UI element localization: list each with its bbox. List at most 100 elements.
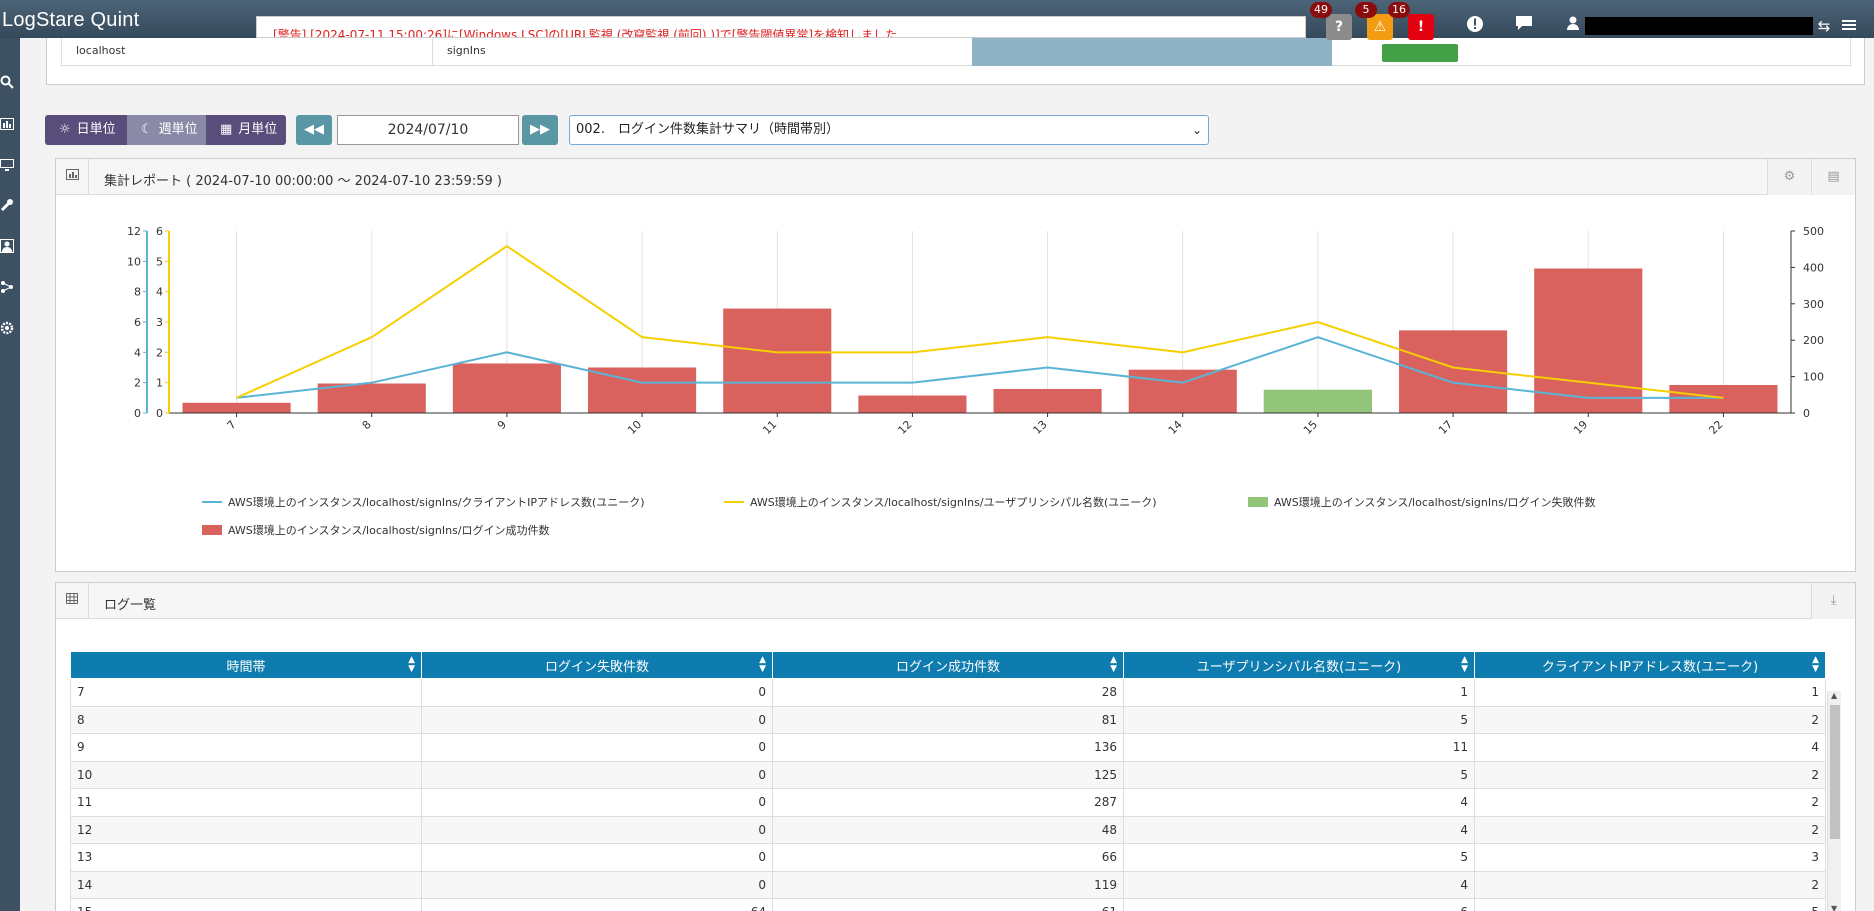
table-row[interactable]: 11 0 287 4 2 — [70, 788, 1826, 817]
table-cell: 64 — [421, 898, 773, 911]
date-input[interactable]: 2024/07/10 — [337, 115, 519, 145]
table-cell: 14 — [70, 870, 422, 899]
table-icon — [66, 593, 78, 607]
user-icon[interactable] — [1562, 15, 1584, 37]
bar-login-success — [858, 395, 967, 413]
account-icon[interactable] — [0, 238, 14, 260]
sort-icon: ▲ ▼ — [1461, 655, 1468, 674]
table-row[interactable]: 15646165 — [70, 898, 1826, 911]
column-header-time[interactable]: 時間帯 ▲ ▼ — [70, 651, 422, 679]
table-row[interactable]: 13 0 66 5 3 — [70, 843, 1826, 872]
legend-item-login-failure[interactable]: AWS環境上のインスタンス/localhost/signIns/ログイン失敗件数 — [1248, 494, 1596, 510]
table-row[interactable]: 10 0 125 5 2 — [70, 760, 1826, 789]
alert-ticker-text: [警告] [2024-07-11 15:00:26]に[Windows LSC]… — [273, 28, 898, 38]
x-tick-label: 8 — [360, 418, 374, 432]
search-icon[interactable] — [0, 74, 14, 96]
table-cell: 12 — [70, 815, 422, 844]
table-scrollbar[interactable]: ▲ ▼ — [1827, 691, 1841, 911]
legend-item-login-success[interactable]: AWS環境上のインスタンス/localhost/signIns/ログイン成功件数 — [202, 522, 550, 538]
wrench-icon[interactable] — [0, 197, 14, 219]
scroll-down-icon[interactable]: ▼ — [1831, 904, 1838, 911]
app-title[interactable]: LogStare Quint — [2, 9, 140, 31]
pdf-icon: ▤ — [1827, 169, 1840, 184]
table-cell: 61 — [772, 898, 1124, 911]
day-unit-button[interactable]: ☼ 日単位 — [45, 115, 127, 145]
next-date-button[interactable]: ▶▶ — [522, 115, 558, 145]
week-unit-button[interactable]: ☾ 週単位 — [127, 115, 206, 145]
table-cell: 5 — [1123, 760, 1475, 789]
previous-date-button[interactable]: ◀◀ — [296, 115, 332, 145]
scrollbar-thumb[interactable] — [1830, 705, 1840, 839]
previous-action-button[interactable] — [1382, 44, 1458, 62]
table-row[interactable]: 8 0 81 5 2 — [70, 705, 1826, 734]
table-cell: 0 — [421, 705, 773, 734]
scroll-up-icon[interactable]: ▲ — [1831, 691, 1838, 700]
pdf-export-button[interactable]: ▤ — [1811, 159, 1855, 195]
double-right-icon: ▶▶ — [530, 122, 550, 137]
x-tick-label: 22 — [1706, 418, 1725, 437]
table-cell: 2 — [1474, 705, 1826, 734]
table-cell: 11 — [70, 788, 422, 817]
chat-icon[interactable] — [1513, 15, 1535, 37]
y-tick-label-left-inner: 2 — [156, 346, 163, 359]
bar-login-success — [182, 402, 291, 413]
monitor-icon[interactable] — [0, 156, 14, 178]
table-cell: 81 — [772, 705, 1124, 734]
gear-icon[interactable] — [0, 320, 14, 342]
bar-login-failure — [1263, 389, 1372, 413]
chart-settings-button[interactable]: ⚙ — [1767, 159, 1811, 195]
previous-host-cell: localhost — [76, 44, 126, 57]
y-tick-label-left-outer: 8 — [134, 286, 141, 299]
x-tick-label: 17 — [1436, 418, 1455, 437]
table-cell: 10 — [70, 760, 422, 789]
bar-login-success — [1669, 384, 1778, 413]
y-tick-label-left-inner: 0 — [156, 407, 163, 420]
log-table: 時間帯 ▲ ▼ ログイン失敗件数 ▲ ▼ ログイン成功件数 ▲ ▼ ユーザプリンシパル名数(… — [70, 651, 1826, 911]
legend-item-client-ip[interactable]: AWS環境上のインスタンス/localhost/signIns/クライアントIP… — [202, 494, 645, 510]
bar-login-success — [1128, 369, 1237, 413]
unknown-status-button[interactable]: ? 49 — [1310, 2, 1352, 40]
alert-ticker[interactable]: [警告] [2024-07-11 15:00:26]に[Windows LSC]… — [256, 16, 1306, 38]
x-tick-label: 9 — [495, 418, 509, 432]
y-tick-label-left-outer: 4 — [134, 346, 141, 359]
x-tick-label: 13 — [1031, 418, 1050, 437]
column-header-failure[interactable]: ログイン失敗件数 ▲ ▼ — [421, 651, 773, 679]
table-cell: 4 — [1474, 733, 1826, 762]
exclamation-icon[interactable] — [1464, 15, 1486, 37]
error-status-button[interactable]: ! 16 — [1388, 2, 1434, 40]
y-tick-label-left-outer: 10 — [127, 255, 141, 268]
table-row[interactable]: 12 0 48 4 2 — [70, 815, 1826, 844]
table-cell: 7 — [70, 678, 422, 707]
warning-status-button[interactable]: ⚠ 5 — [1355, 2, 1393, 40]
bar-login-success — [1534, 268, 1643, 413]
download-icon: ⤓ — [1830, 593, 1837, 608]
column-header-success[interactable]: ログイン成功件数 ▲ ▼ — [772, 651, 1124, 679]
log-panel: ログ一覧 ⤓ 時間帯 ▲ ▼ ログイン失敗件数 ▲ ▼ ログイン成功件数 ▲ ▼ ユーザプリ… — [55, 582, 1856, 911]
table-cell: 5 — [1123, 843, 1475, 872]
gear-icon: ⚙ — [1783, 169, 1796, 184]
table-cell: 11 — [1123, 733, 1475, 762]
legend-item-user-principal[interactable]: AWS環境上のインスタンス/localhost/signIns/ユーザプリンシパ… — [724, 494, 1157, 510]
column-header-user-principal[interactable]: ユーザプリンシパル名数(ユニーク) ▲ ▼ — [1123, 651, 1475, 679]
x-tick-label: 14 — [1166, 418, 1185, 437]
download-button[interactable]: ⤓ — [1811, 583, 1855, 619]
swap-icon[interactable]: ⇆ — [1817, 17, 1831, 35]
menu-icon[interactable] — [1838, 15, 1860, 37]
report-select-value: 002. ログイン件数集計サマリ（時間帯別） — [576, 122, 839, 137]
table-row[interactable]: 7 0 28 1 1 — [70, 678, 1826, 707]
table-cell: 4 — [1123, 815, 1475, 844]
chart-icon — [66, 169, 79, 183]
table-cell: 8 — [70, 705, 422, 734]
table-row[interactable]: 9 0 136 11 4 — [70, 733, 1826, 762]
table-cell: 6 — [1123, 898, 1475, 911]
column-header-client-ip[interactable]: クライアントIPアドレス数(ユニーク) ▲ ▼ — [1474, 651, 1826, 679]
month-unit-button[interactable]: ▦ 月単位 — [206, 115, 286, 145]
report-select[interactable]: 002. ログイン件数集計サマリ（時間帯別） ⌄ — [569, 115, 1209, 145]
table-cell: 1 — [1474, 678, 1826, 707]
unknown-count-badge: 49 — [1310, 2, 1332, 18]
network-icon[interactable] — [0, 279, 14, 301]
table-row[interactable]: 14 0 119 4 2 — [70, 870, 1826, 899]
table-cell: 0 — [421, 788, 773, 817]
report-icon[interactable] — [0, 115, 14, 137]
x-tick-label: 19 — [1571, 418, 1590, 437]
